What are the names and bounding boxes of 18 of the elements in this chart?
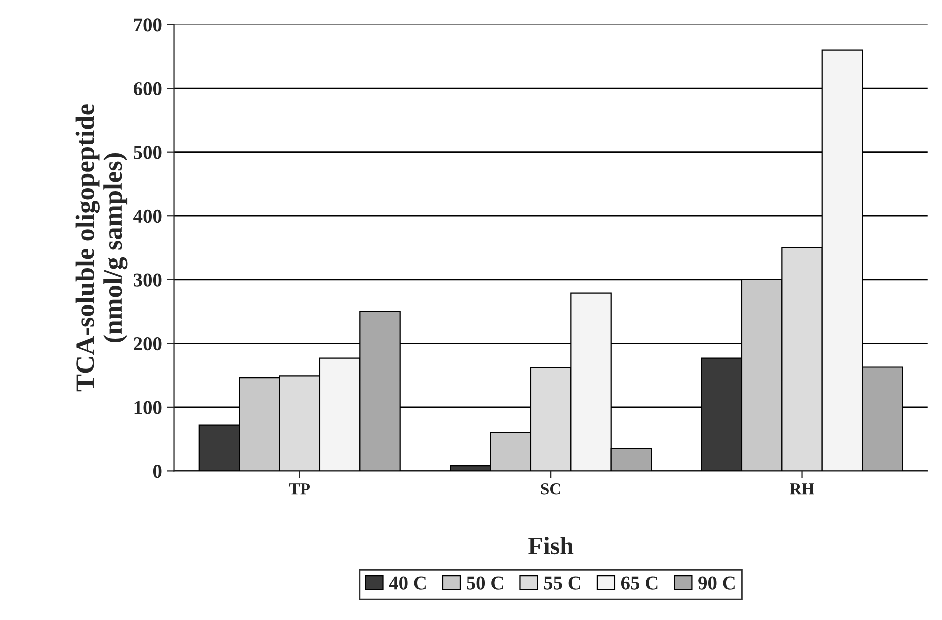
legend-label: 90 C bbox=[698, 576, 735, 590]
y-tick-label: 100 bbox=[134, 401, 162, 414]
x-tick-label: SC bbox=[541, 484, 560, 495]
y-tick-label: 600 bbox=[134, 82, 162, 96]
y-tick-label: 400 bbox=[134, 210, 162, 224]
legend-label: 65 C bbox=[621, 576, 658, 590]
y-tick-label: 700 bbox=[134, 18, 162, 32]
legend-label: 50 C bbox=[467, 576, 504, 590]
y-axis-title: TCA-soluble oligopeptide (nmol/g samples) bbox=[76, 104, 128, 392]
y-tick-label: 0 bbox=[153, 465, 162, 478]
legend-label: 55 C bbox=[544, 576, 580, 590]
x-axis-title: Fish bbox=[528, 537, 574, 555]
x-tick-label: TP bbox=[289, 484, 310, 495]
y-tick-label: 300 bbox=[134, 274, 162, 287]
y-tick-label: 500 bbox=[134, 146, 162, 160]
legend-label: 40 C bbox=[389, 576, 426, 590]
y-tick-label: 200 bbox=[134, 337, 162, 351]
x-tick-label: RH bbox=[790, 484, 814, 495]
